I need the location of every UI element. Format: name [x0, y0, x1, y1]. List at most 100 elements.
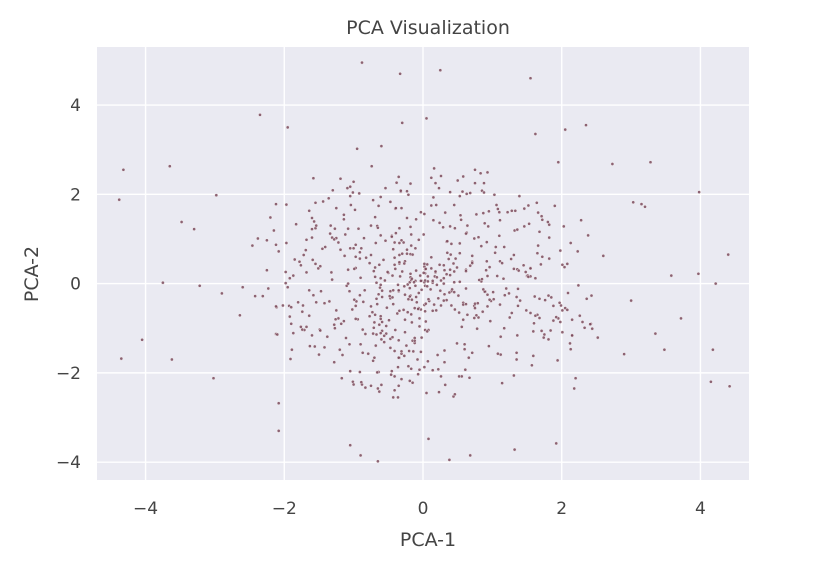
data-point: [548, 328, 553, 333]
data-point: [438, 288, 443, 293]
data-point: [297, 259, 302, 264]
data-point: [371, 331, 375, 336]
data-point: [390, 295, 395, 300]
data-point: [161, 280, 165, 285]
data-point: [375, 370, 380, 375]
data-point: [396, 283, 400, 287]
x-axis-label: PCA-1: [400, 529, 456, 551]
data-point: [351, 382, 356, 387]
data-point: [424, 391, 429, 395]
data-point: [546, 220, 550, 224]
data-point: [351, 179, 356, 184]
x-tick-label: 2: [556, 499, 567, 519]
data-point: [310, 258, 315, 262]
data-point: [560, 262, 565, 267]
data-point: [436, 296, 441, 301]
data-point: [509, 311, 514, 315]
data-point: [535, 200, 539, 205]
data-point: [296, 300, 300, 305]
data-point: [284, 202, 289, 207]
data-point: [250, 243, 255, 248]
data-point: [378, 283, 383, 287]
data-point: [432, 166, 436, 171]
data-point: [328, 231, 332, 236]
data-point: [353, 208, 357, 212]
data-point: [392, 240, 397, 245]
data-point: [588, 322, 593, 327]
data-point: [360, 350, 365, 355]
data-point: [473, 167, 477, 172]
data-point: [554, 441, 559, 446]
data-point: [432, 302, 436, 307]
data-point: [434, 308, 439, 313]
data-point: [339, 376, 344, 381]
data-point: [470, 261, 475, 265]
data-point: [497, 210, 502, 214]
data-point: [542, 332, 547, 337]
data-point: [312, 219, 316, 224]
data-point: [238, 313, 242, 318]
data-point: [330, 277, 334, 282]
data-point: [437, 390, 441, 394]
data-point: [408, 181, 413, 186]
data-point: [347, 289, 352, 294]
data-point: [713, 281, 718, 286]
data-point: [474, 313, 479, 318]
data-point: [197, 283, 202, 288]
data-point: [283, 270, 288, 274]
data-point: [414, 300, 419, 305]
data-point: [265, 238, 269, 243]
data-point: [253, 294, 257, 298]
data-point: [313, 262, 318, 266]
data-point: [441, 263, 446, 268]
data-point: [530, 363, 534, 368]
data-point: [416, 307, 420, 311]
data-point: [265, 268, 269, 273]
data-point: [480, 277, 484, 281]
data-point: [547, 256, 552, 261]
data-point: [352, 267, 357, 271]
data-point: [464, 269, 468, 273]
data-point: [540, 254, 545, 259]
data-point: [319, 289, 323, 294]
data-point: [388, 346, 393, 350]
data-point: [340, 353, 345, 357]
data-point: [423, 278, 427, 283]
data-point: [396, 288, 401, 293]
data-point: [266, 286, 271, 291]
data-point: [433, 269, 438, 274]
data-point: [378, 331, 383, 335]
data-point: [398, 72, 402, 76]
data-point: [344, 336, 348, 340]
data-point: [363, 332, 368, 336]
data-point: [398, 274, 402, 279]
data-point: [380, 288, 384, 293]
data-point: [391, 247, 396, 251]
data-point: [294, 222, 298, 226]
data-point: [504, 286, 509, 291]
data-point: [287, 276, 292, 281]
data-point: [487, 209, 491, 214]
data-point: [487, 297, 492, 302]
data-point: [509, 208, 514, 213]
y-tick-labels: −4 −2 0 2 4: [56, 96, 81, 473]
x-tick-labels: −4 −2 0 2 4: [133, 499, 706, 519]
data-point: [379, 144, 384, 148]
data-point: [358, 453, 363, 458]
data-point: [536, 210, 540, 215]
data-point: [323, 245, 328, 249]
data-point: [371, 198, 375, 202]
data-point: [439, 374, 443, 379]
data-point: [320, 246, 325, 251]
data-point: [512, 373, 516, 378]
data-point: [307, 288, 312, 293]
data-point: [426, 437, 431, 441]
data-point: [399, 238, 404, 243]
data-point: [430, 308, 435, 313]
data-point: [533, 313, 538, 318]
data-point: [457, 279, 462, 284]
data-point: [406, 192, 411, 197]
data-point: [332, 360, 337, 365]
data-point: [539, 262, 543, 267]
data-point: [342, 254, 347, 258]
